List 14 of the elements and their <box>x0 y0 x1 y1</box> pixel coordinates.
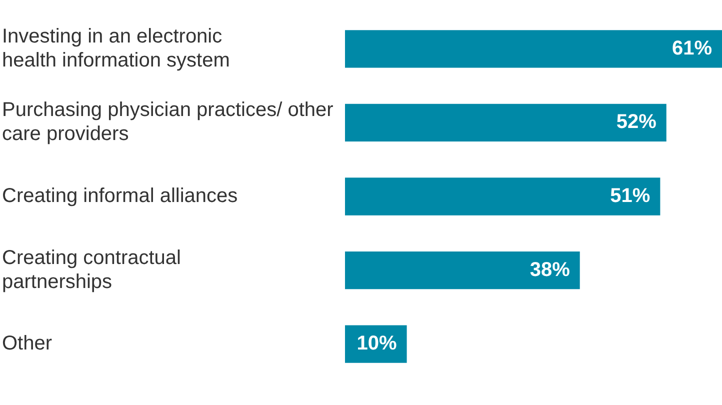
bar <box>345 251 580 290</box>
y-tick-label: Creating informal alliances <box>2 185 238 208</box>
data-label: 61% <box>672 37 712 60</box>
y-tick-label: Investing in an electronic health information system <box>2 25 230 72</box>
y-tick-label: Other <box>2 332 52 355</box>
bar <box>345 104 666 142</box>
y-tick-label: Purchasing physician practices/ other care providers <box>2 99 334 146</box>
data-label: 52% <box>616 111 657 134</box>
data-label: 51% <box>610 185 650 208</box>
data-label: 38% <box>530 258 570 281</box>
data-label: 10% <box>356 332 398 355</box>
bar <box>345 178 660 216</box>
bar <box>345 30 722 68</box>
y-tick-label: Creating contractual partnerships <box>2 246 181 293</box>
